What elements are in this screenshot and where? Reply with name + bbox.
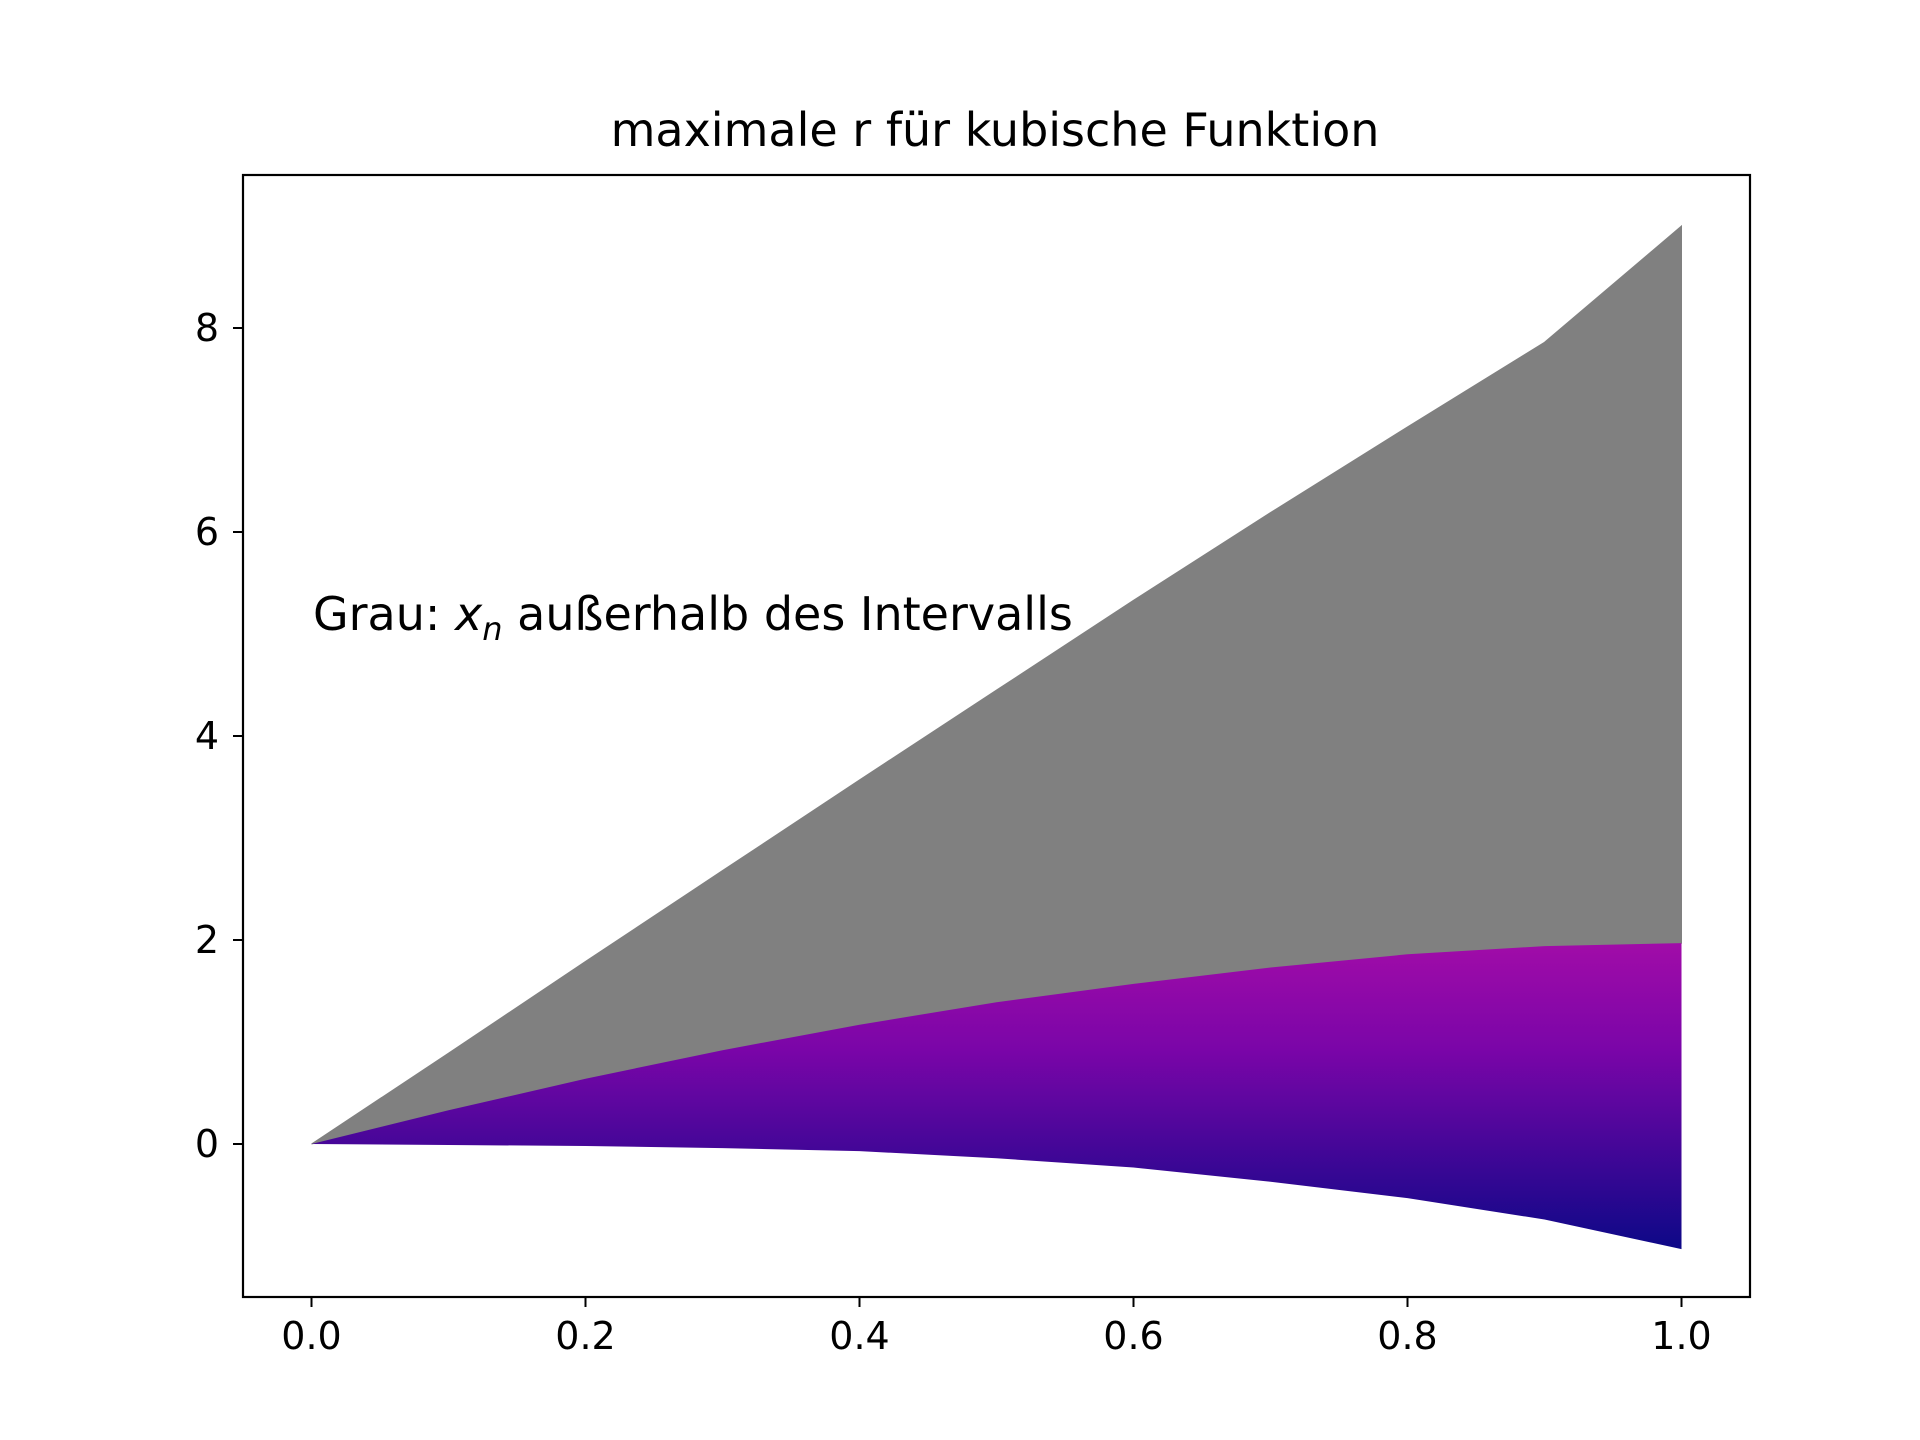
y-axis: 0 2 4 6 8: [195, 306, 243, 1166]
y-tick-label: 2: [195, 918, 219, 962]
annotation-variable: x: [453, 587, 483, 641]
x-tick-label: 0.8: [1377, 1314, 1437, 1358]
y-tick-label: 6: [195, 510, 219, 554]
x-tick-label: 0.0: [281, 1314, 341, 1358]
y-tick-label: 4: [195, 714, 219, 758]
colored-region-area: [311, 943, 1682, 1250]
x-tick-label: 0.2: [555, 1314, 615, 1358]
x-tick-label: 1.0: [1651, 1314, 1711, 1358]
x-axis: 0.0 0.2 0.4 0.6 0.8 1.0: [281, 1297, 1712, 1358]
annotation-text: Grau: xn außerhalb des Intervalls: [313, 587, 1073, 648]
y-tick-label: 8: [195, 306, 219, 350]
annotation-suffix: außerhalb des Intervalls: [503, 587, 1073, 641]
y-tick-label: 0: [195, 1122, 219, 1166]
x-tick-label: 0.4: [829, 1314, 889, 1358]
plot-area: [311, 224, 1682, 1250]
chart-title: maximale r für kubische Funktion: [611, 103, 1380, 157]
x-tick-label: 0.6: [1103, 1314, 1163, 1358]
annotation-prefix: Grau:: [313, 587, 455, 641]
annotation-subscript: n: [482, 610, 502, 648]
